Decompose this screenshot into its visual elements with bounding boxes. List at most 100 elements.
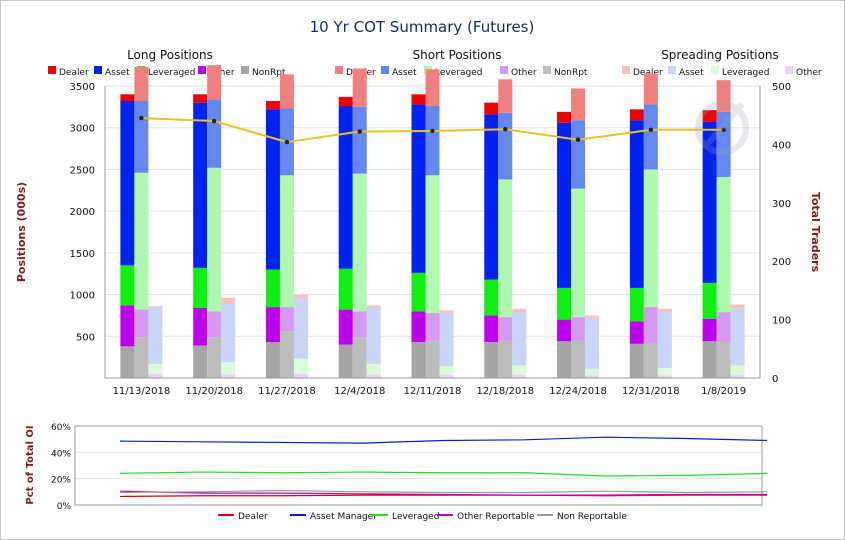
bar-segment xyxy=(293,358,308,374)
bar-segment xyxy=(557,287,572,320)
bar-segment xyxy=(571,188,586,318)
pct-y-tick-label: 0% xyxy=(57,502,72,512)
bar-segment xyxy=(411,342,426,378)
bar-segment xyxy=(643,307,658,343)
bar-segment xyxy=(134,172,149,310)
x-tick-label: 12/18/2018 xyxy=(476,386,534,397)
top-legend: Dealer Asset Leveraged Other NonRpt Dealer Ass… xyxy=(48,66,822,78)
pct-series-line xyxy=(119,436,768,444)
bar-segment xyxy=(120,265,135,306)
bar-segment xyxy=(279,175,294,308)
bar-segment xyxy=(279,74,294,109)
bar-segment xyxy=(425,106,440,176)
bar-segment xyxy=(571,340,586,378)
bar-segment xyxy=(338,309,353,345)
bar-segment xyxy=(134,101,149,173)
bar-segment xyxy=(585,317,600,369)
main-bars xyxy=(120,65,745,378)
legend-swatch xyxy=(381,66,389,74)
bar-segment xyxy=(411,311,426,343)
bar-segment xyxy=(585,315,600,318)
legend-label: Leveraged xyxy=(722,68,769,78)
bar-segment xyxy=(352,106,367,174)
bar-segment xyxy=(571,120,586,189)
pct-series-line xyxy=(119,471,768,477)
bar-segment xyxy=(265,109,280,270)
bar-segment xyxy=(207,99,222,168)
total-traders-point xyxy=(357,129,362,134)
bar-segment xyxy=(557,111,572,123)
bar-segment xyxy=(512,374,527,378)
bottom-legend-label: Dealer xyxy=(238,512,268,522)
legend-swatch xyxy=(668,66,676,74)
legend-label: Leveraged xyxy=(435,68,482,78)
bar-segment xyxy=(730,308,745,366)
total-traders-point xyxy=(721,127,726,132)
bar-segment xyxy=(265,101,280,110)
bar-segment xyxy=(716,80,731,112)
bar-segment xyxy=(716,342,731,378)
bar-segment xyxy=(643,73,658,105)
total-traders-point xyxy=(648,127,654,132)
bar-segment xyxy=(557,122,572,288)
bar-segment xyxy=(366,305,381,308)
bar-segment xyxy=(629,120,644,288)
y-tick-label: 2500 xyxy=(70,165,95,176)
legend-swatch xyxy=(94,66,102,74)
bar-segment xyxy=(557,319,572,342)
bar-segment xyxy=(498,317,513,341)
legend-label: Dealer xyxy=(59,68,89,78)
bar-segment xyxy=(279,307,294,332)
legend-swatch xyxy=(198,66,206,74)
bar-segment xyxy=(484,315,499,343)
x-tick-label: 11/13/2018 xyxy=(113,386,171,397)
bar-segment xyxy=(484,114,499,280)
legend-swatch xyxy=(543,66,551,74)
bar-segment xyxy=(120,101,135,266)
bar-segment xyxy=(657,367,672,376)
bar-segment xyxy=(148,363,163,374)
bar-segment xyxy=(265,269,280,308)
bar-segment xyxy=(120,346,135,378)
bar-segment xyxy=(629,321,644,344)
total-traders-point xyxy=(503,127,508,132)
bar-segment xyxy=(411,94,426,105)
y2-tick-label: 300 xyxy=(772,199,791,210)
bar-segment xyxy=(571,88,586,121)
bar-segment xyxy=(193,102,208,268)
bar-segment xyxy=(439,366,454,375)
bar-segment xyxy=(512,308,527,313)
y2-tick-label: 100 xyxy=(772,316,791,327)
total-traders-point xyxy=(284,139,290,145)
pct-plot-frame xyxy=(74,425,763,506)
bar-segment xyxy=(411,104,426,273)
bar-segment xyxy=(425,312,440,341)
x-tick-label: 11/20/2018 xyxy=(185,386,243,397)
bar-segment xyxy=(557,341,572,378)
bar-segment xyxy=(221,303,236,363)
bar-segment xyxy=(702,318,717,342)
bar-segment xyxy=(643,169,658,308)
bottom-legend-label: Non Reportable xyxy=(557,512,627,522)
bar-segment xyxy=(716,176,731,313)
bar-segment xyxy=(585,375,600,378)
bar-segment xyxy=(352,173,367,312)
bar-segment xyxy=(265,307,280,343)
bar-segment xyxy=(498,112,513,180)
legend-label: NonRpt xyxy=(252,68,286,78)
bar-segment xyxy=(498,179,513,318)
bar-segment xyxy=(425,340,440,378)
x-tick-label: 12/4/2018 xyxy=(334,386,385,397)
total-traders-point xyxy=(575,137,581,142)
bar-segment xyxy=(193,345,208,378)
bar-segment xyxy=(366,363,381,375)
y-tick-label: 1500 xyxy=(70,249,95,260)
legend-swatch xyxy=(241,66,249,74)
main-axes: 500 1000 1500 2000 2500 3000 3500 0 100 200 300 400… xyxy=(70,82,792,397)
y-tick-label: 1000 xyxy=(70,291,95,302)
bar-segment xyxy=(207,311,222,338)
bar-segment xyxy=(425,69,440,107)
bar-segment xyxy=(338,268,353,310)
bar-segment xyxy=(484,102,499,115)
bar-segment xyxy=(702,282,717,319)
